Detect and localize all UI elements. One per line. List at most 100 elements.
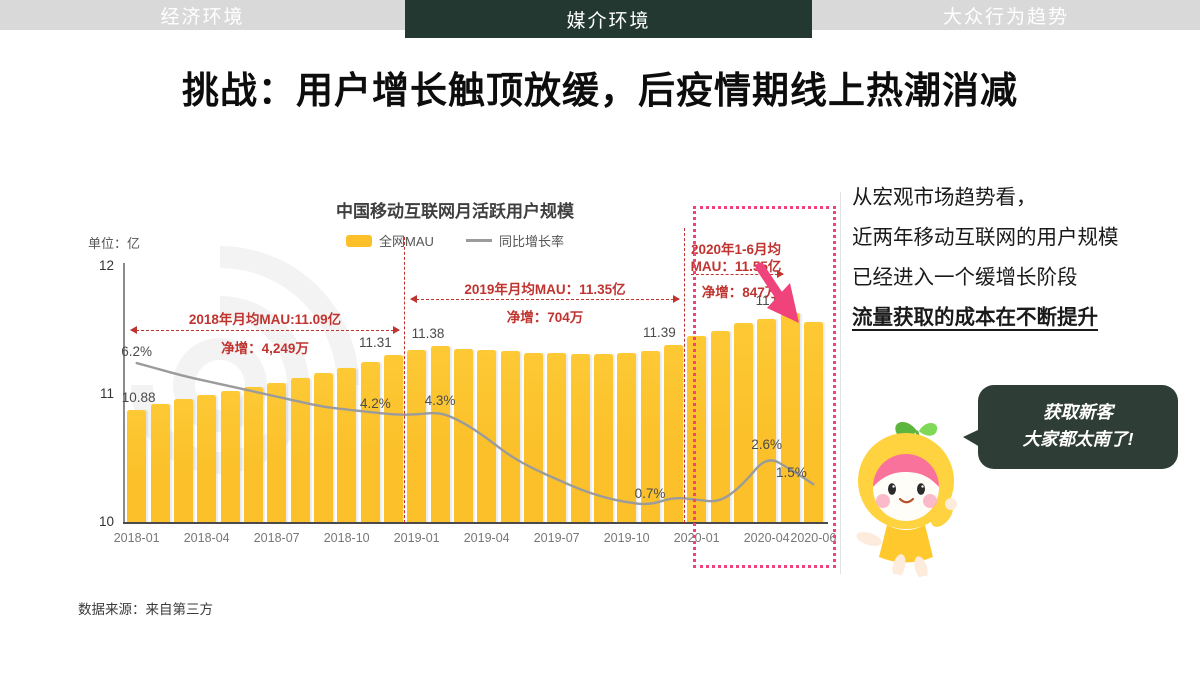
mau-bar [453,348,473,523]
legend-bar-swatch [346,234,373,247]
legend-line-label: 同比增长率 [498,234,564,249]
mascot-eye [888,483,896,495]
mascot-dress [879,525,933,563]
mascot-eye [917,483,925,495]
x-axis-tick-label: 2018-04 [183,531,230,545]
tab-label: 经济环境 [160,6,245,28]
mau-bar [267,383,287,523]
insight-line: 已经进入一个缓增长阶段 [852,266,1078,289]
y-axis-tick-label: 11 [99,386,114,401]
mascot-arm [856,532,882,546]
speech-bubble: 获取新客 大家都太南了! [963,385,1178,469]
mau-bar [547,352,567,523]
y-axis-tick-label: 12 [98,258,114,273]
x-axis-tick-label: 2018-01 [113,531,160,545]
down-right-arrow-icon [755,262,799,323]
growth-rate-label: 0.7% [634,485,666,501]
mau-value-label: 11.38 [411,326,445,342]
annotation-2019-mau: 2019年月均MAU：11.35亿 [464,282,626,297]
speech-bubble-tail [963,429,980,447]
mau-value-label: 11.39 [642,325,676,341]
x-axis-tick-label: 2019-04 [463,531,510,545]
tab-bar: 经济环境 媒介环境 大众行为趋势 [0,0,1200,38]
dimension-line-2019 [410,295,680,303]
mau-bar [430,346,450,523]
legend-line-swatch [465,239,492,242]
mau-bar [570,354,590,523]
insight-text-block: 从宏观市场趋势看， 近两年移动互联网的用户规模 已经进入一个缓增长阶段 流量获取… [852,178,1192,338]
x-axis-tick-label: 2019-10 [603,531,650,545]
insight-line: 近两年移动互联网的用户规模 [852,226,1119,249]
mau-bar [337,368,357,523]
y-axis-line [123,263,125,523]
mau-bar [523,352,543,523]
mau-bar [383,355,403,523]
tab-label: 媒介环境 [566,10,651,32]
tab-media-environment[interactable]: 媒介环境 [405,0,812,38]
mascot-leg [892,554,906,578]
mascot-arm [931,503,953,527]
growth-rate-label: 4.3% [424,393,456,409]
tab-public-behavior-trends[interactable]: 大众行为趋势 [812,0,1200,30]
annotation-2018-mau: 2018年月均MAU:11.09亿 [188,312,342,327]
chart-title: 中国移动互联网月活跃用户规模 [336,202,574,221]
data-source: 数据来源：来自第三方 [78,602,213,617]
mau-value-label: 11.31 [358,335,392,351]
x-axis-tick-label: 2020-04 [743,531,790,545]
x-axis-line [123,522,828,524]
mau-bar [197,395,217,523]
mau-bar [593,354,613,523]
mau-bar [127,410,147,523]
page-title: 挑战：用户增长触顶放缓，后疫情期线上热潮消减 [182,70,1018,111]
legend-bar-label: 全网MAU [379,234,434,249]
sprout-leaf-icon [919,422,938,436]
x-axis-tick-label: 2020-06 [790,531,837,545]
growth-rate-label: 4.2% [359,395,391,411]
mascot-hair [873,454,939,487]
tab-label: 大众行为趋势 [942,6,1069,28]
dimension-line-2020 [691,270,784,278]
x-axis-tick-label: 2018-07 [253,531,300,545]
mascot-blush [923,494,937,508]
mascot-hand [945,498,957,510]
bubble-line2: 大家都太南了! [1022,429,1134,449]
chart-legend: 全网MAU 同比增长率 [125,231,785,250]
mau-bar [477,350,497,523]
mau-bar [243,387,263,523]
mau-bar [500,351,520,523]
y-axis-unit-label: 单位：亿 [88,236,141,251]
annotation-2019-net: 净增：704万 [506,310,584,325]
mau-bar [290,378,310,523]
mau-bar [313,373,333,523]
mau-bar [407,350,427,523]
eye-glint [921,485,924,488]
tab-economic-environment[interactable]: 经济环境 [0,0,405,30]
x-axis-tick-label: 2019-07 [533,531,580,545]
x-axis-tick-label: 2019-01 [393,531,440,545]
x-axis-tick-label: 2020-01 [673,531,720,545]
annotation-2020-line1: 2020年1-6月均 [690,242,782,257]
section-divider [840,192,841,574]
mascot-shoe [887,574,903,584]
annotation-2020-net: 净增：847万 [701,285,779,300]
x-axis-tick-label: 2018-10 [323,531,370,545]
mau-value-label: 10.88 [121,390,156,406]
mau-bar [173,398,193,523]
dimension-line-2018 [130,326,400,334]
mascot-smile [898,497,915,504]
year-divider-2019 [404,237,405,523]
mascot-blush [876,494,890,508]
insight-line: 从宏观市场趋势看， [852,186,1037,209]
mau-bar [360,361,380,523]
y-axis-tick-label: 10 [98,514,114,529]
bubble-line1: 获取新客 [1043,402,1113,422]
mascot-shoe [917,576,933,586]
mascot-leg [914,556,928,580]
mau-bar [220,391,240,523]
eye-glint [892,485,895,488]
annotation-2018-net: 净增：4,249万 [221,341,309,356]
insight-line-emphasized: 流量获取的成本在不断提升 [852,306,1098,329]
growth-rate-label: 6.2% [121,344,153,360]
mascot-character [856,422,957,586]
